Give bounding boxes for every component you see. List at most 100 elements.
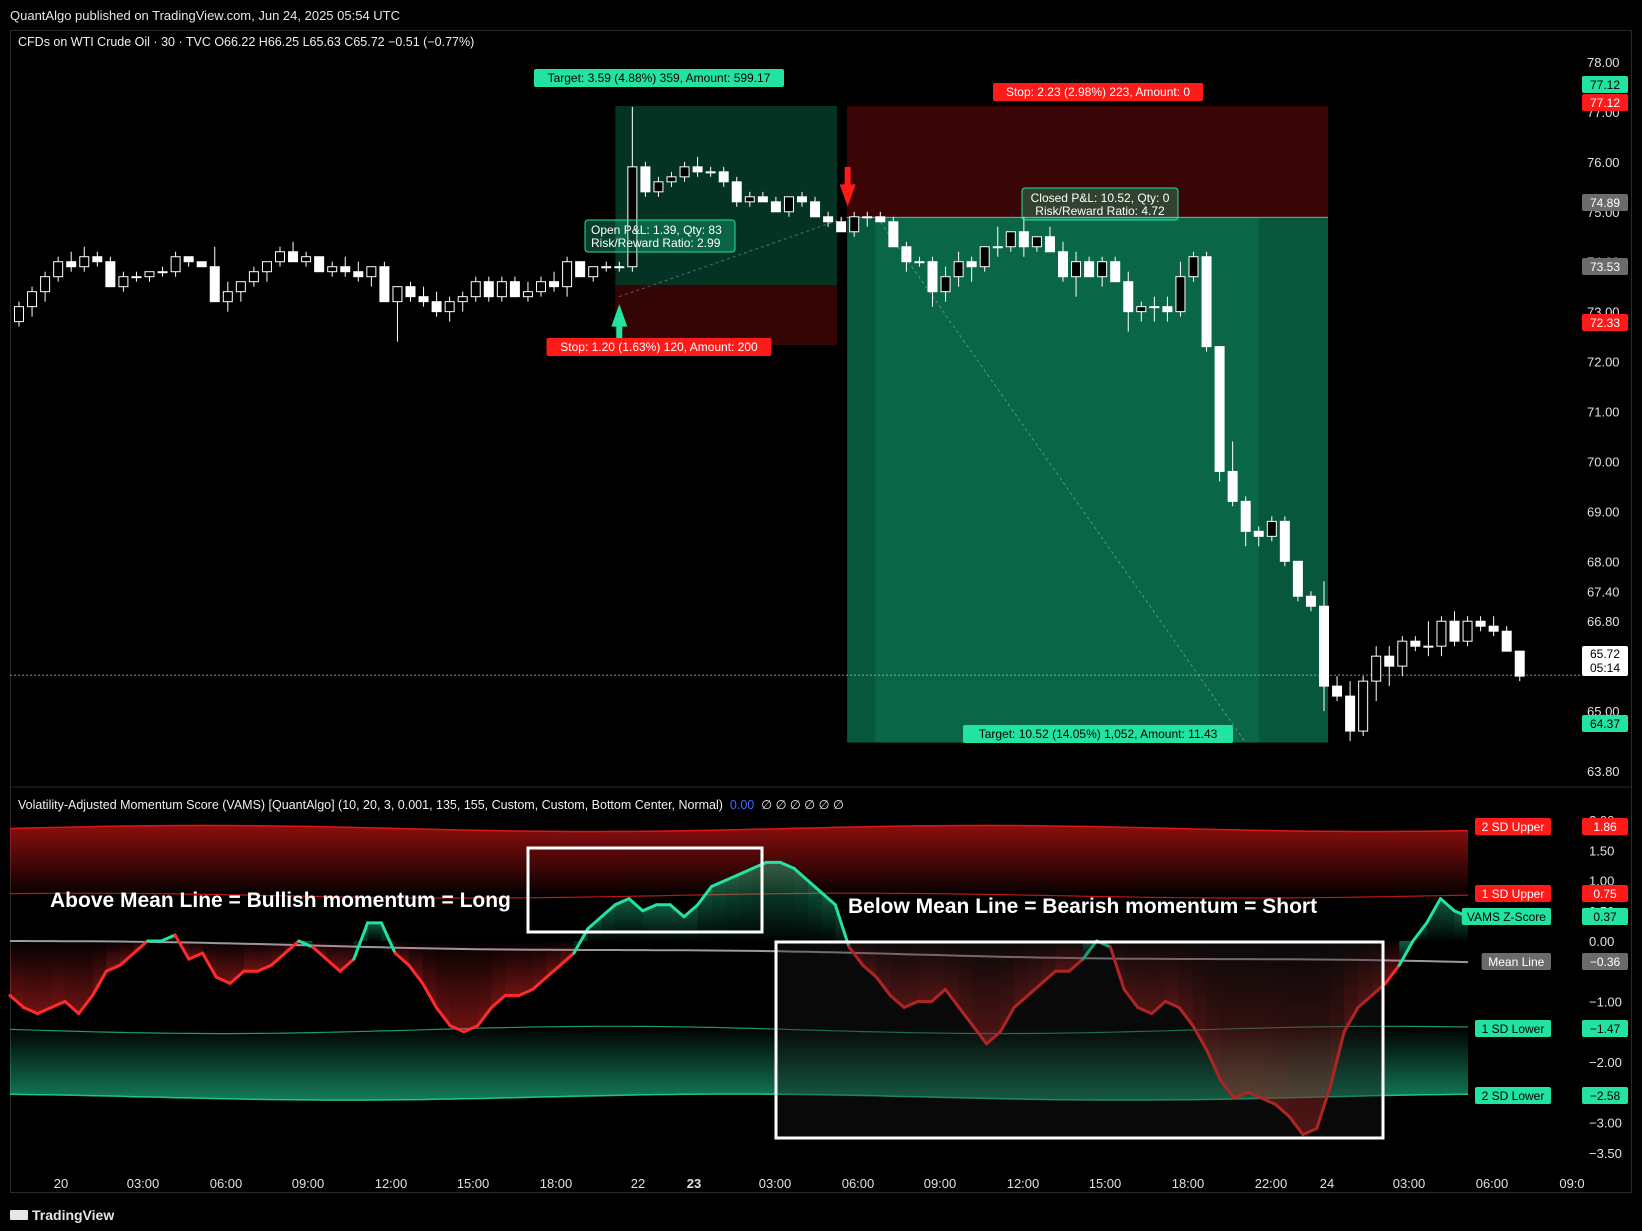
candle-body-up (248, 271, 259, 283)
zscore-area (450, 941, 464, 1032)
candle (875, 211, 886, 223)
zscore-area (697, 886, 712, 941)
zscore-area (917, 941, 932, 1002)
zscore-line (283, 939, 301, 955)
zscore-area (794, 868, 808, 941)
zscore-line (1067, 957, 1085, 973)
time-tick: 18:00 (1172, 1176, 1205, 1191)
zscore-area (1000, 941, 1015, 1032)
candle (888, 216, 899, 248)
zscore-area (120, 941, 134, 966)
time-tick: 22:00 (1255, 1176, 1288, 1191)
candle (1423, 621, 1434, 657)
zscore-line (696, 885, 713, 907)
candle-body-down (105, 261, 116, 288)
zscore-line (641, 903, 658, 913)
price-tag: 74.89 (1582, 194, 1628, 211)
zscore-line (1397, 939, 1415, 967)
candle-body-down (1018, 231, 1029, 248)
time-tick: 22 (631, 1176, 645, 1191)
zscore-line (682, 903, 700, 919)
candle-body-up (131, 276, 142, 279)
short-path-line (876, 216, 1247, 743)
candle (379, 261, 390, 303)
candle (1044, 226, 1055, 253)
indicator-legend[interactable]: Volatility-Adjusted Momentum Score (VAMS… (18, 797, 844, 812)
symbol-legend[interactable]: CFDs on WTI Crude Oil · 30 · TVC O66.22 … (18, 35, 475, 49)
candle-body-down (692, 166, 703, 173)
candle-body-down (340, 266, 351, 273)
long-pnl-text: Open P&L: 1.39, Qty: 83 (591, 223, 722, 237)
chart-area[interactable] (10, 30, 1632, 1193)
candle (770, 196, 781, 213)
zscore-area (1344, 941, 1358, 1032)
candle (235, 281, 246, 302)
candle (40, 271, 51, 302)
time-tick: 03:00 (1393, 1176, 1426, 1191)
candle (849, 211, 860, 237)
price-tag: 73.53 (1582, 258, 1628, 275)
zscore-area (51, 941, 66, 1008)
zscore-line (599, 903, 617, 919)
candle-body-down (770, 201, 781, 213)
price-tag-text: 74.89 (1590, 196, 1620, 210)
candle-body-down (183, 256, 194, 263)
osc-band-value: −0.36 (1590, 955, 1621, 969)
candle (1266, 516, 1277, 542)
zscore-line (957, 1006, 975, 1028)
candle (1162, 296, 1173, 322)
candle (483, 276, 494, 302)
candle-body-up (1436, 620, 1447, 647)
short-realized-zone (875, 217, 1259, 743)
candle (457, 291, 468, 312)
candle-body-down (823, 216, 834, 223)
price-tick: 70.00 (1587, 454, 1620, 469)
candle (1018, 216, 1029, 257)
zscore-area (766, 862, 781, 941)
zscore-area (587, 916, 602, 941)
zscore-area (37, 941, 52, 1014)
candle-body-up (1031, 236, 1042, 248)
zscore-area (821, 892, 836, 941)
candle-body-up (953, 261, 964, 278)
candle-body-down (1044, 236, 1055, 253)
candle (327, 261, 338, 277)
candle (340, 256, 351, 277)
zscore-area (1151, 941, 1166, 1014)
candle-body-up (862, 216, 873, 219)
candle-body-up (940, 276, 951, 293)
candle-body-down (1501, 630, 1512, 652)
candle (261, 261, 272, 282)
zscore-area (1316, 941, 1331, 1129)
tradingview-logo[interactable]: TradingView (10, 1207, 114, 1223)
candle-body-down (1162, 306, 1173, 313)
zscore-line (751, 860, 769, 870)
zscore-line (971, 1024, 989, 1046)
zscore-area (972, 941, 987, 1044)
time-tick: 06:00 (210, 1176, 243, 1191)
zscore-line (1287, 1114, 1305, 1137)
zscore-line (1040, 969, 1057, 985)
zscore-line (214, 975, 232, 985)
candle (1110, 256, 1121, 283)
price-tag-bg (1582, 314, 1628, 331)
candle (614, 261, 625, 272)
zscore-line (311, 945, 328, 961)
candle (496, 276, 507, 302)
zscore-line (297, 939, 315, 949)
price-tag-text: 73.53 (1590, 260, 1620, 274)
candle-body-down (1292, 560, 1303, 597)
candle-body-down (1384, 655, 1395, 667)
zscore-area (408, 941, 423, 984)
zscore-line (1328, 1030, 1346, 1088)
candle-body-down (1449, 620, 1460, 642)
candle-body-up (14, 306, 24, 323)
candle-body-up (614, 266, 625, 269)
candle (1332, 676, 1343, 702)
candle (953, 251, 964, 287)
candle-body-down (1475, 620, 1486, 627)
zscore-area (1261, 941, 1276, 1105)
osc-band-tag: Mean Line −0.36 (1481, 953, 1628, 970)
